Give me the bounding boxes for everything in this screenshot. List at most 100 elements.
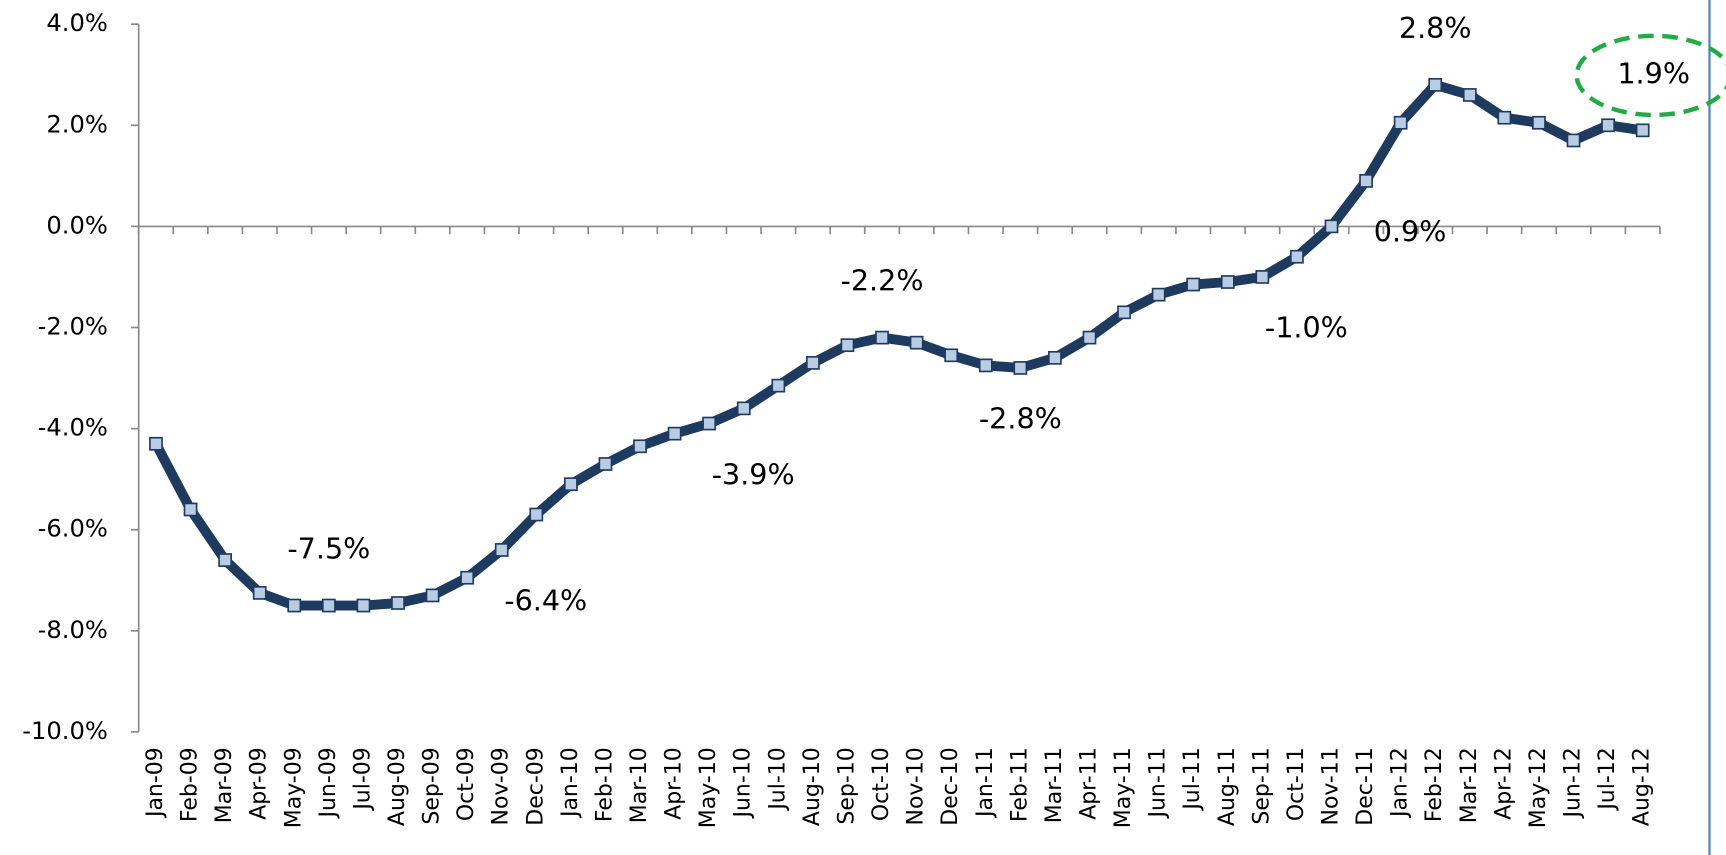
data-marker: [1462, 88, 1477, 102]
x-tick-label: Feb-10: [592, 747, 617, 822]
data-marker: [1151, 287, 1166, 302]
x-tick-label: Oct-10: [869, 747, 894, 821]
data-marker: [1635, 123, 1650, 138]
x-tick-label: Dec-11: [1353, 747, 1378, 825]
data-marker: [598, 457, 613, 471]
data-marker: [1186, 277, 1201, 292]
x-tick-label: Jan-12: [1388, 747, 1413, 819]
data-marker: [391, 596, 405, 610]
data-marker: [183, 502, 198, 517]
x-tick-label: Jul-11: [1180, 747, 1205, 811]
x-tick-label: Mar-12: [1457, 747, 1482, 823]
x-tick-label: Oct-11: [1284, 747, 1309, 821]
x-tick-label: Jul-12: [1595, 747, 1620, 811]
x-tick-label: Apr-09: [247, 747, 272, 819]
data-marker: [1601, 118, 1615, 133]
data-marker: [875, 330, 889, 345]
data-marker: [1220, 275, 1235, 289]
x-tick-label: Nov-09: [489, 747, 514, 825]
data-marker: [494, 543, 509, 557]
data-marker: [1082, 330, 1097, 345]
x-tick-label: Jan-10: [558, 747, 583, 819]
x-tick-label: Feb-09: [178, 747, 203, 822]
y-tick-label: -8.0%: [38, 616, 108, 644]
data-marker: [321, 598, 336, 613]
data-marker: [218, 553, 233, 567]
data-marker: [563, 477, 578, 492]
data-label: 1.9%: [1617, 56, 1690, 90]
data-marker: [944, 348, 959, 363]
y-tick-label: 2.0%: [46, 110, 108, 138]
data-marker: [529, 507, 544, 522]
y-tick-label: -6.0%: [38, 515, 108, 543]
y-tick-label: 4.0%: [46, 9, 108, 37]
highlight-ring: [1574, 33, 1726, 118]
x-tick-label: May-12: [1526, 747, 1551, 828]
data-marker: [1255, 270, 1270, 284]
x-tick-label: Jul-10: [765, 747, 790, 811]
x-tick-label: May-10: [696, 747, 721, 828]
x-tick-label: Jan-11: [973, 747, 998, 819]
data-marker: [149, 436, 163, 451]
data-marker: [460, 570, 475, 585]
data-marker: [1117, 305, 1131, 320]
data-label: 0.9%: [1374, 215, 1447, 249]
x-tick-label: May-09: [281, 747, 306, 828]
x-tick-label: Nov-11: [1318, 747, 1343, 825]
x-tick-label: Mar-10: [627, 747, 652, 823]
x-tick-label: Mar-09: [212, 747, 237, 823]
data-marker: [1497, 110, 1512, 125]
y-tick-label: -10.0%: [22, 717, 108, 745]
data-marker: [1428, 77, 1443, 92]
x-tick-label: Sep-09: [420, 747, 445, 824]
x-tick-label: Oct-09: [454, 747, 479, 821]
data-marker: [1048, 350, 1062, 365]
x-tick-label: Aug-10: [800, 747, 825, 826]
data-marker: [633, 439, 647, 454]
y-tick-label: -4.0%: [38, 414, 108, 442]
x-tick-label: May-11: [1111, 747, 1136, 828]
data-marker: [909, 335, 924, 350]
y-tick-label: -2.0%: [38, 313, 108, 341]
data-marker: [840, 338, 855, 353]
data-label: -2.8%: [979, 402, 1062, 436]
data-marker: [287, 598, 302, 613]
data-marker: [736, 401, 751, 416]
x-tick-label: Aug-11: [1215, 747, 1240, 826]
data-label: -7.5%: [287, 532, 370, 566]
x-tick-label: Aug-09: [385, 747, 410, 826]
data-label: -2.2%: [841, 264, 924, 298]
y-tick-label: 0.0%: [46, 211, 108, 239]
data-label: -1.0%: [1265, 311, 1348, 345]
x-tick-label: Jun-09: [316, 747, 341, 819]
x-tick-label: Sep-11: [1249, 747, 1274, 824]
x-tick-label: Feb-12: [1422, 747, 1447, 822]
x-tick-label: Feb-11: [1007, 747, 1032, 822]
data-marker: [1290, 249, 1304, 264]
data-marker: [667, 426, 682, 441]
data-marker: [1324, 219, 1339, 234]
x-tick-label: Mar-11: [1042, 747, 1067, 823]
x-tick-label: Dec-09: [523, 747, 548, 825]
data-marker: [1013, 361, 1028, 375]
x-tick-label: Sep-10: [834, 747, 859, 824]
data-marker: [1532, 115, 1546, 130]
x-tick-label: Jun-12: [1561, 747, 1586, 819]
x-tick-label: Nov-10: [904, 747, 929, 825]
data-label: 2.8%: [1399, 11, 1472, 45]
x-tick-label: Jan-09: [143, 747, 168, 819]
data-marker: [978, 358, 993, 373]
data-line: [151, 79, 1648, 611]
data-marker: [771, 378, 786, 393]
data-marker: [806, 356, 820, 370]
data-marker: [702, 416, 717, 431]
data-marker: [1393, 115, 1408, 130]
x-tick-label: Apr-12: [1491, 747, 1516, 819]
data-marker: [356, 598, 371, 613]
data-label: -3.9%: [712, 457, 795, 491]
x-tick-label: Dec-10: [938, 747, 963, 825]
data-marker: [252, 586, 267, 600]
x-tick-label: Apr-11: [1076, 747, 1101, 819]
